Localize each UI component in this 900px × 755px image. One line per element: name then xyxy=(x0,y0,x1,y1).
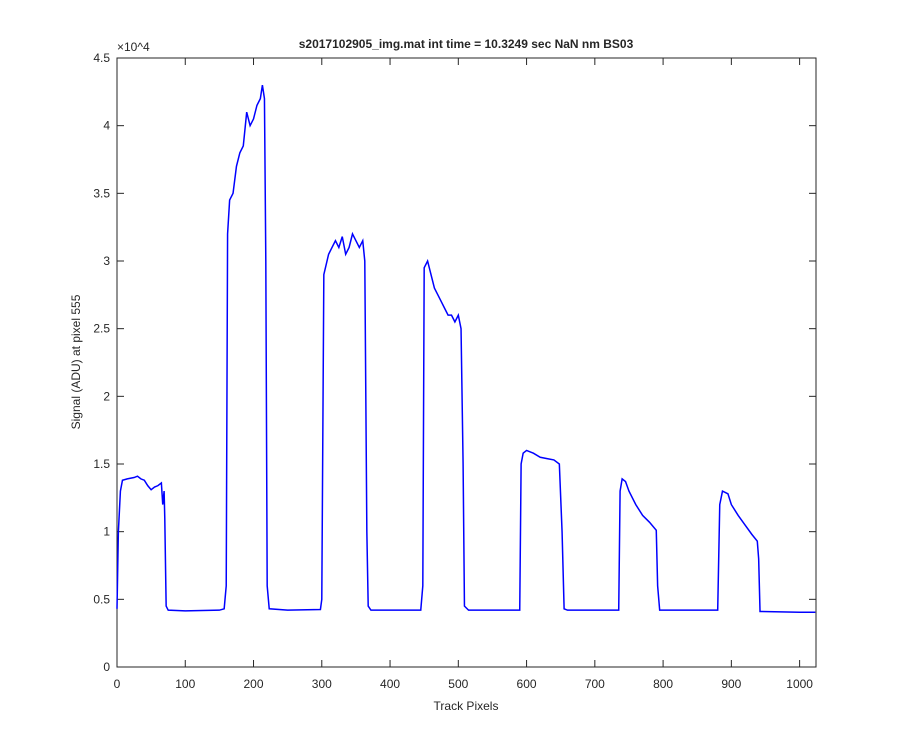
x-tick-label: 500 xyxy=(448,677,468,691)
x-tick-label: 700 xyxy=(585,677,605,691)
y-tick-label: 1.5 xyxy=(93,457,110,471)
x-tick-label: 600 xyxy=(517,677,537,691)
x-tick-label: 400 xyxy=(380,677,400,691)
y-tick-label: 4 xyxy=(103,119,110,133)
y-tick-label: 3 xyxy=(103,254,110,268)
chart-title: s2017102905_img.mat int time = 10.3249 s… xyxy=(299,37,634,51)
y-tick-label: 2.5 xyxy=(93,322,110,336)
y-tick-label: 2 xyxy=(103,389,110,403)
y-exponent: ×10^4 xyxy=(117,40,150,54)
y-axis-label: Signal (ADU) at pixel 555 xyxy=(69,294,83,429)
x-tick-label: 100 xyxy=(175,677,195,691)
plot-area xyxy=(116,57,817,668)
data-line xyxy=(116,84,816,613)
y-tick-label: 0 xyxy=(103,660,110,674)
x-tick-label: 200 xyxy=(244,677,264,691)
x-tick-label: 800 xyxy=(653,677,673,691)
x-tick-label: 0 xyxy=(114,677,121,691)
y-tick-label: 0.5 xyxy=(93,592,110,606)
y-tick-label: 1 xyxy=(103,525,110,539)
x-axis-label: Track Pixels xyxy=(434,699,499,713)
x-tick-label: 300 xyxy=(312,677,332,691)
x-tick-label: 1000 xyxy=(786,677,813,691)
y-tick-label: 4.5 xyxy=(93,51,110,65)
x-tick-label: 900 xyxy=(721,677,741,691)
y-tick-label: 3.5 xyxy=(93,186,110,200)
